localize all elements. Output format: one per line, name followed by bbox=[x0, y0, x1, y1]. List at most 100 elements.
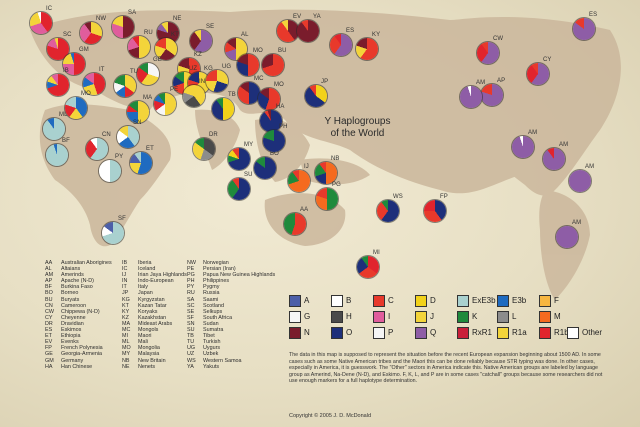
india-landmass bbox=[195, 109, 240, 170]
abbreviation-code: AM bbox=[45, 272, 54, 279]
population-label: IC bbox=[46, 6, 53, 12]
population-label: PY bbox=[115, 154, 124, 160]
abbreviation-name: Nenets bbox=[138, 363, 156, 370]
population-pie-cw bbox=[477, 42, 499, 64]
population-pie-nb bbox=[315, 162, 337, 184]
abbreviation-row: TU Turkish bbox=[187, 339, 275, 345]
abbreviation-code: AL bbox=[45, 266, 52, 273]
abbreviation-name: New Britain bbox=[138, 357, 166, 364]
abbreviation-row: KY Koryaks bbox=[122, 309, 187, 315]
legend-swatch bbox=[497, 327, 509, 339]
abbreviation-row: BU Buryats bbox=[45, 297, 112, 303]
legend-swatch bbox=[539, 327, 551, 339]
abbreviation-name: Saami bbox=[203, 296, 219, 303]
legend-swatch bbox=[289, 311, 301, 323]
abbreviation-row: IN Indo-European bbox=[122, 278, 187, 284]
abbreviation-code: BU bbox=[45, 296, 53, 303]
abbreviation-row: IB Iberia bbox=[122, 260, 187, 266]
copyright: Copyright © 2005 J. D. McDonald bbox=[289, 413, 372, 419]
population-label: AM bbox=[585, 164, 595, 170]
legend-label: R1a bbox=[512, 328, 527, 337]
population-label: UZ bbox=[189, 66, 198, 72]
legend-label: Q bbox=[430, 328, 437, 337]
population-label: IN bbox=[199, 79, 206, 85]
population-label: ML bbox=[59, 112, 68, 118]
abbreviation-column: AA Australian Aborigines AL Altaians AM Ameri… bbox=[45, 260, 112, 370]
abbreviation-code: ML bbox=[122, 339, 130, 346]
legend-item-exe3b: ExE3b bbox=[457, 294, 496, 307]
abbreviation-name: Buryats bbox=[61, 296, 80, 303]
abbreviation-name: Mideast Arabs bbox=[138, 320, 173, 327]
abbreviation-code: FP bbox=[45, 345, 52, 352]
abbreviation-row: AL Altaians bbox=[45, 266, 112, 272]
abbreviation-name: Indo-European bbox=[138, 278, 174, 285]
population-label: YA bbox=[313, 14, 321, 20]
population-label: MO bbox=[274, 82, 284, 88]
abbreviation-code: SF bbox=[187, 314, 194, 321]
abbreviation-name: Mongolia bbox=[138, 345, 160, 352]
legend-item-other: Other bbox=[567, 326, 602, 339]
population-label: NW bbox=[96, 16, 107, 22]
abbreviation-name: Mongols bbox=[138, 327, 159, 334]
population-label: GM bbox=[79, 47, 89, 53]
population-pie-su bbox=[228, 178, 250, 200]
legend-swatch bbox=[539, 295, 551, 307]
population-label: FP bbox=[440, 194, 448, 200]
abbreviation-code: MI bbox=[122, 333, 128, 340]
abbreviation-column: IB Iberia IC Iceland IJ Irian Jaya Highlands I… bbox=[122, 260, 187, 370]
abbreviation-code: PG bbox=[187, 272, 195, 279]
legend-swatch bbox=[567, 327, 579, 339]
abbreviation-code: SN bbox=[187, 320, 195, 327]
legend-item-a: A bbox=[289, 294, 309, 307]
haplogroup-legend: A B C D ExE3b E3b F G H I J K L M N O P Q RxR1 R1a R1b Other bbox=[289, 294, 602, 346]
legend-label: P bbox=[388, 328, 394, 337]
abbreviation-name: Australian Aborigines bbox=[61, 260, 112, 266]
legend-label: G bbox=[304, 312, 311, 321]
population-label: CW bbox=[493, 36, 504, 42]
population-pie-ug bbox=[206, 70, 228, 92]
abbreviation-row: KZ Kazakhstan bbox=[122, 315, 187, 321]
abbreviation-code: KY bbox=[122, 308, 130, 315]
abbreviation-name: Germany bbox=[61, 357, 84, 364]
abbreviation-row: BF Burkina Faso bbox=[45, 284, 112, 290]
population-pie-mo2 bbox=[258, 88, 280, 110]
abbreviation-row: EV Evenks bbox=[45, 339, 112, 345]
abbreviation-code: GM bbox=[45, 357, 54, 364]
abbreviation-row: BO Borneo bbox=[45, 290, 112, 296]
population-label: KZ bbox=[194, 52, 202, 58]
legend-swatch bbox=[457, 295, 469, 307]
population-pie-et bbox=[130, 152, 152, 174]
abbreviation-name: Han Chinese bbox=[61, 363, 93, 370]
population-label: BU bbox=[278, 48, 287, 54]
population-pie-dr bbox=[193, 138, 215, 160]
population-label: GE bbox=[153, 57, 162, 63]
abbreviation-row: ET Ethiopia bbox=[45, 333, 112, 339]
population-label: AM bbox=[559, 142, 569, 148]
abbreviation-code: NE bbox=[122, 363, 130, 370]
population-label: SE bbox=[206, 24, 215, 30]
population-pie-bu bbox=[262, 54, 284, 76]
legend-label: C bbox=[388, 296, 394, 305]
abbreviation-row: TB Tibet bbox=[187, 333, 275, 339]
abbreviation-row: YA Yakuts bbox=[187, 364, 275, 370]
population-label: KT bbox=[171, 32, 179, 38]
title-line-1: Y Haplogroups bbox=[324, 116, 391, 127]
legend-item-q: Q bbox=[415, 326, 436, 339]
population-label: AL bbox=[241, 32, 249, 38]
population-pie-am1 bbox=[460, 86, 482, 108]
abbreviation-code: BF bbox=[45, 284, 52, 291]
population-pie-it bbox=[83, 73, 105, 95]
population-label: CN bbox=[102, 132, 111, 138]
population-pie-sa bbox=[112, 16, 134, 38]
abbreviation-row: ES Eskimos bbox=[45, 327, 112, 333]
population-label: EV bbox=[293, 14, 302, 20]
population-pie-cy bbox=[527, 63, 549, 85]
abbreviation-name: Uzbek bbox=[203, 351, 219, 358]
abbreviation-code: EV bbox=[45, 339, 53, 346]
population-label: NE bbox=[173, 16, 182, 22]
abbreviation-code: IJ bbox=[122, 272, 127, 279]
abbreviation-row: SF South Africa bbox=[187, 315, 275, 321]
legend-label: O bbox=[346, 328, 353, 337]
abbreviation-code: PH bbox=[187, 278, 195, 285]
abbreviation-code: KZ bbox=[122, 314, 129, 321]
